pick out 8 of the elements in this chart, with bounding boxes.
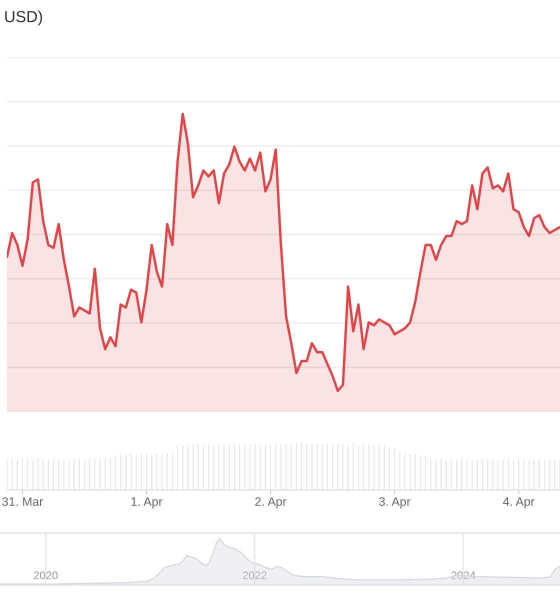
x-tick-label: 31. Mar bbox=[2, 497, 44, 506]
x-tick-label: 4. Apr bbox=[502, 497, 534, 508]
chart-title: USD) bbox=[5, 10, 42, 26]
x-tick-label: 1. Apr bbox=[132, 497, 162, 508]
x-tick-label: 2022 bbox=[242, 571, 267, 580]
x-tick-label: 2020 bbox=[34, 571, 58, 580]
x-tick-label: 2. Apr bbox=[255, 497, 286, 508]
x-tick-label: 3. Apr bbox=[379, 497, 410, 508]
